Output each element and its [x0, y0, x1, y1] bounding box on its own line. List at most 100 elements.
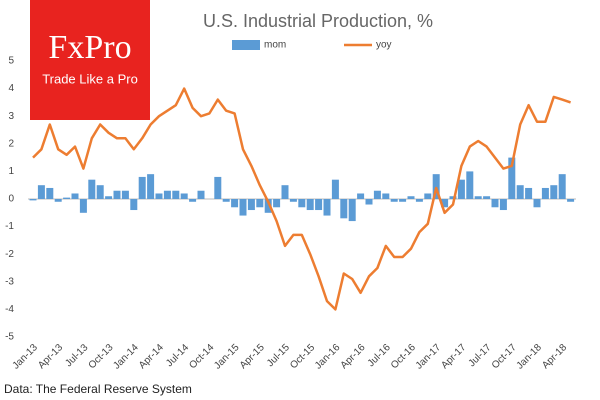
- bar: [273, 199, 281, 208]
- logo-box: [30, 0, 150, 120]
- x-tick-label: Jul-17: [467, 342, 494, 369]
- x-tick-label: Apr-16: [339, 342, 368, 371]
- x-tick-label: Jul-14: [164, 342, 191, 369]
- bar: [567, 199, 575, 202]
- bar: [147, 174, 155, 199]
- bar: [289, 199, 297, 202]
- bar: [231, 199, 239, 208]
- bar: [54, 199, 62, 202]
- bar: [214, 176, 222, 199]
- legend-label: mom: [264, 40, 286, 51]
- bar: [483, 196, 491, 199]
- x-tick-label: Jan-16: [313, 342, 343, 372]
- x-tick-label: Jul-13: [63, 342, 90, 369]
- bar: [315, 199, 323, 211]
- bar: [256, 199, 264, 208]
- bar: [491, 199, 499, 208]
- x-tick-label: Jan-15: [212, 342, 242, 372]
- line: [32, 87, 571, 311]
- bar: [180, 193, 188, 199]
- legend-swatch: [232, 40, 260, 50]
- y-tick-label: 3: [8, 111, 14, 122]
- bar: [331, 179, 339, 199]
- chart-title: U.S. Industrial Production, %: [203, 11, 433, 31]
- x-tick-label: Oct-14: [187, 342, 216, 371]
- bar: [541, 187, 549, 199]
- bar: [88, 179, 96, 199]
- bar: [432, 174, 440, 199]
- bar: [239, 199, 247, 216]
- bar: [457, 179, 465, 199]
- bar: [525, 187, 533, 199]
- bar: [390, 199, 398, 202]
- bar: [306, 199, 314, 211]
- bar: [222, 199, 230, 202]
- bar: [550, 185, 558, 199]
- bar: [357, 193, 365, 199]
- y-tick-label: 5: [8, 56, 14, 67]
- legend-label: yoy: [376, 40, 392, 51]
- bar: [382, 193, 390, 199]
- bar: [373, 190, 381, 199]
- bar: [46, 187, 54, 199]
- bar: [424, 193, 432, 199]
- x-tick-label: Jul-16: [366, 342, 393, 369]
- bar: [348, 199, 356, 222]
- y-tick-label: -4: [5, 304, 14, 315]
- x-tick-label: Oct-13: [87, 342, 116, 371]
- x-tick-label: Apr-18: [540, 342, 569, 371]
- y-tick-label: 1: [8, 166, 14, 177]
- y-tick-label: 2: [8, 138, 14, 149]
- bar: [365, 199, 373, 205]
- bar: [96, 185, 104, 199]
- bar: [163, 190, 171, 199]
- logo-brand: FxPro: [48, 29, 131, 66]
- y-tick-label: -1: [5, 221, 14, 232]
- x-tick-label: Jan-17: [414, 342, 444, 372]
- bar: [121, 190, 129, 199]
- bar: [105, 196, 113, 199]
- bar: [508, 157, 516, 199]
- bar: [197, 190, 205, 199]
- x-tick-label: Apr-14: [137, 342, 166, 371]
- bar: [449, 196, 457, 199]
- bar: [407, 196, 415, 199]
- x-tick-label: Jan-14: [111, 342, 141, 372]
- bar: [323, 199, 331, 216]
- logo-tagline: Trade Like a Pro: [42, 71, 138, 86]
- x-tick-label: Jan-18: [515, 342, 545, 372]
- x-tick-label: Apr-15: [238, 342, 267, 371]
- bar: [189, 199, 197, 202]
- bar: [247, 199, 255, 211]
- bar: [415, 199, 423, 202]
- bar: [130, 199, 138, 211]
- y-tick-label: -5: [5, 332, 14, 343]
- x-tick-label: Apr-17: [439, 342, 468, 371]
- bar: [281, 185, 289, 199]
- bar: [172, 190, 180, 199]
- source: Data: The Federal Reserve System: [4, 382, 192, 396]
- bar: [138, 176, 146, 199]
- x-tick-label: Jan-13: [11, 342, 41, 372]
- bar: [516, 185, 524, 199]
- y-tick-label: 4: [8, 83, 14, 94]
- x-tick-label: Oct-16: [389, 342, 418, 371]
- bar: [298, 199, 306, 208]
- x-tick-label: Jul-15: [265, 342, 292, 369]
- bar: [474, 196, 482, 199]
- y-tick-label: 0: [8, 194, 14, 205]
- y-tick-label: -3: [5, 276, 14, 287]
- bar: [533, 199, 541, 208]
- bar: [79, 199, 87, 213]
- bar: [466, 171, 474, 199]
- bar: [340, 199, 348, 219]
- x-tick-label: Oct-15: [288, 342, 317, 371]
- bar: [71, 193, 79, 199]
- bar: [113, 190, 121, 199]
- bar: [29, 199, 37, 201]
- bar: [155, 193, 163, 199]
- bar: [37, 185, 45, 199]
- bar: [63, 197, 71, 199]
- bar: [441, 199, 449, 208]
